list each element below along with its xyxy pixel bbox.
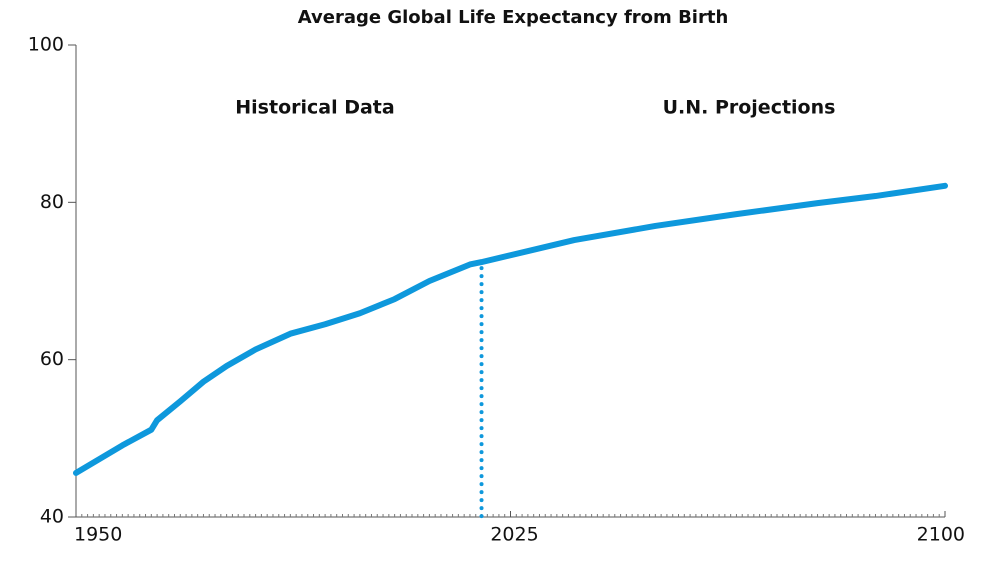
x-tick-label: 2100 — [917, 524, 965, 546]
x-tick-label: 1950 — [74, 524, 122, 546]
y-tick-label: 40 — [40, 506, 64, 528]
y-tick-label: 100 — [28, 34, 64, 56]
y-tick-label: 60 — [40, 348, 64, 370]
annotation: U.N. Projections — [663, 97, 836, 119]
y-tick-label: 80 — [40, 191, 64, 213]
annotation: Historical Data — [235, 97, 394, 119]
x-tick-label: 2025 — [490, 524, 538, 546]
line — [73, 182, 948, 476]
chart-title: Average Global Life Expectancy from Birt… — [298, 7, 729, 28]
